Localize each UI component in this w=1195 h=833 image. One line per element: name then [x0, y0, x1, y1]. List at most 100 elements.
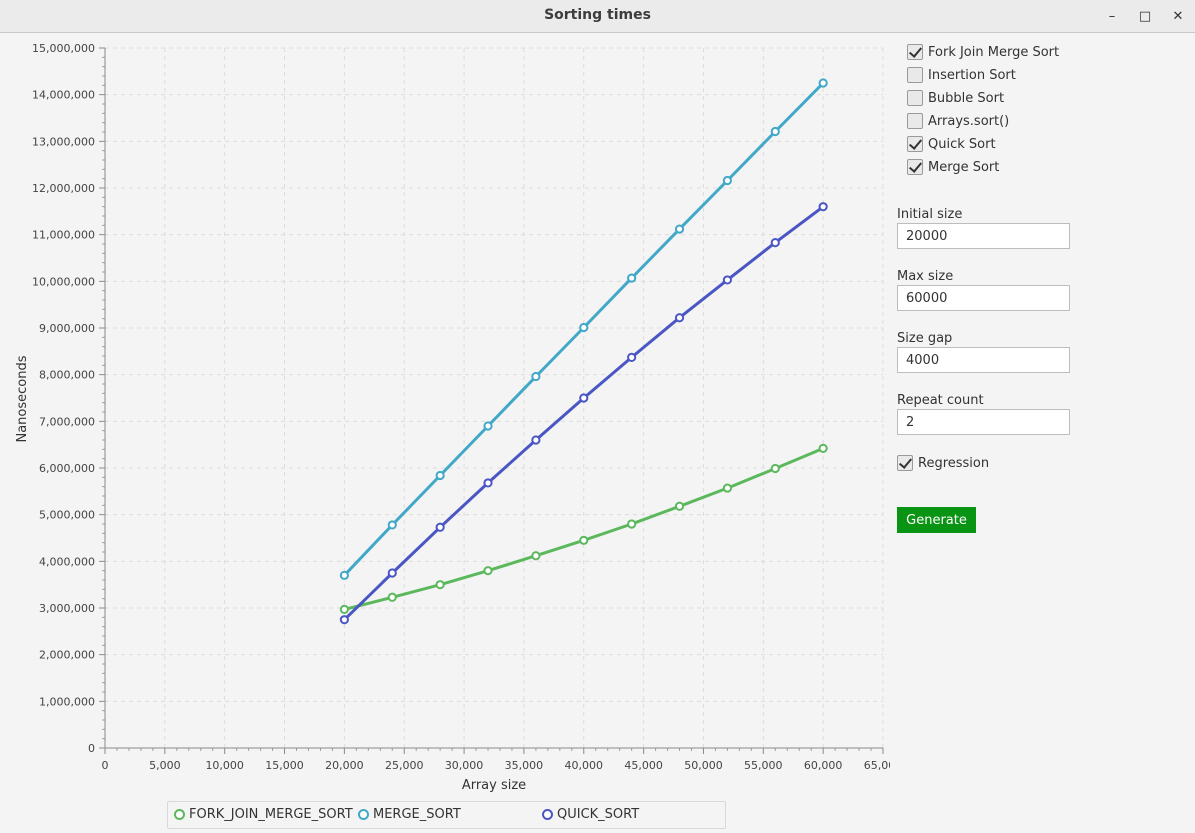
- checkbox-label: Merge Sort: [928, 159, 1000, 175]
- line-chart: 0 5,000 10,000 15,000 20,000 25,000 30,000 35,0…: [15, 42, 890, 793]
- data-point: [339, 604, 349, 615]
- x-tick-label: 30,000: [445, 759, 484, 772]
- checkbox-fork-join-merge-sort[interactable]: Fork Join Merge Sort: [907, 44, 1059, 60]
- y-tick-label: 4,000,000: [39, 555, 95, 568]
- data-point: [818, 202, 828, 212]
- y-tick-label: 14,000,000: [32, 89, 95, 102]
- y-tick-label: 15,000,000: [32, 42, 95, 55]
- legend-item-merge-sort: MERGE_SORT: [358, 807, 461, 822]
- data-point: [770, 126, 780, 137]
- close-button[interactable]: ✕: [1172, 8, 1184, 24]
- data-point: [770, 463, 780, 474]
- chart-series: [339, 78, 828, 625]
- data-point: [483, 421, 493, 431]
- size-gap-input[interactable]: [897, 347, 1070, 373]
- data-point: [674, 313, 685, 323]
- maximize-button[interactable]: □: [1138, 8, 1152, 24]
- data-point: [435, 522, 445, 532]
- data-point: [531, 551, 541, 561]
- minimize-button[interactable]: –: [1108, 8, 1116, 24]
- y-tick-label: 3,000,000: [39, 602, 95, 615]
- generate-button[interactable]: Generate: [897, 507, 976, 533]
- initial-size-label: Initial size: [897, 207, 963, 222]
- data-point: [579, 393, 589, 403]
- y-axis-title: Nanoseconds: [15, 355, 30, 442]
- chart-grid: [105, 47, 884, 748]
- data-point: [435, 470, 445, 481]
- checkbox-label: Quick Sort: [928, 136, 996, 152]
- x-tick-label: 50,000: [684, 759, 723, 772]
- window-title: Sorting times: [544, 7, 651, 23]
- data-point: [722, 275, 733, 285]
- legend-marker: [542, 809, 553, 820]
- y-tick-label: 8,000,000: [39, 369, 95, 382]
- initial-size-input[interactable]: [897, 223, 1070, 249]
- x-tick-label: 15,000: [265, 759, 304, 772]
- checkbox-regression[interactable]: Regression: [897, 455, 989, 471]
- chart-legend: FORK_JOIN_MERGE_SORT MERGE_SORT QUICK_SO…: [167, 801, 726, 829]
- data-point: [627, 352, 637, 362]
- checkbox-label: Arrays.sort(): [928, 113, 1010, 129]
- checkbox-label: Insertion Sort: [928, 67, 1016, 83]
- data-point: [387, 568, 397, 578]
- data-point: [435, 580, 445, 590]
- x-tick-label: 25,000: [385, 759, 424, 772]
- x-tick-label: 55,000: [744, 759, 783, 772]
- checkbox-box[interactable]: [897, 455, 913, 471]
- legend-item-fork-join-merge-sort: FORK_JOIN_MERGE_SORT: [174, 807, 353, 822]
- x-tick-label: 5,000: [149, 759, 181, 772]
- data-point: [818, 78, 828, 88]
- x-tick-label: 60,000: [804, 759, 843, 772]
- checkbox-box[interactable]: [907, 113, 923, 129]
- checkbox-box[interactable]: [907, 67, 923, 83]
- checkbox-insertion-sort[interactable]: Insertion Sort: [907, 67, 1016, 83]
- y-tick-label: 7,000,000: [39, 415, 95, 428]
- y-tick-label: 2,000,000: [39, 649, 95, 662]
- y-tick-label: 13,000,000: [32, 135, 95, 148]
- data-point: [674, 501, 685, 511]
- data-point: [674, 224, 685, 234]
- data-point: [483, 478, 493, 488]
- chart-axes: 0 5,000 10,000 15,000 20,000 25,000 30,000 35,0…: [32, 42, 890, 772]
- series-line-quick-sort: [343, 205, 825, 621]
- x-tick-label: 40,000: [565, 759, 604, 772]
- checkbox-quick-sort[interactable]: Quick Sort: [907, 136, 996, 152]
- data-point: [531, 371, 541, 382]
- x-tick-label: 65,000: [864, 759, 890, 772]
- data-point: [627, 519, 637, 529]
- checkbox-box[interactable]: [907, 136, 923, 152]
- y-tick-label: 11,000,000: [32, 229, 95, 242]
- max-size-input[interactable]: [897, 285, 1070, 311]
- data-point: [531, 435, 541, 445]
- repeat-count-input[interactable]: [897, 409, 1070, 435]
- legend-label: MERGE_SORT: [373, 807, 461, 822]
- data-point: [579, 535, 589, 545]
- title-bar: Sorting times – □ ✕: [0, 0, 1195, 33]
- x-tick-label: 35,000: [505, 759, 544, 772]
- checkbox-box[interactable]: [907, 44, 923, 60]
- checkbox-box[interactable]: [907, 159, 923, 175]
- legend-item-quick-sort: QUICK_SORT: [542, 807, 639, 822]
- checkbox-box[interactable]: [907, 90, 923, 106]
- legend-label: FORK_JOIN_MERGE_SORT: [189, 807, 353, 822]
- x-tick-label: 45,000: [624, 759, 663, 772]
- y-tick-label: 9,000,000: [39, 322, 95, 335]
- data-point: [483, 566, 493, 576]
- data-point: [722, 483, 733, 493]
- data-point: [770, 238, 780, 248]
- size-gap-label: Size gap: [897, 331, 953, 346]
- data-point: [722, 175, 733, 186]
- y-tick-label: 6,000,000: [39, 462, 95, 475]
- data-point: [387, 520, 397, 530]
- checkbox-merge-sort[interactable]: Merge Sort: [907, 159, 999, 175]
- y-tick-label: 1,000,000: [39, 695, 95, 708]
- checkbox-label: Bubble Sort: [928, 90, 1005, 106]
- data-point: [579, 322, 589, 333]
- checkbox-bubble-sort[interactable]: Bubble Sort: [907, 90, 1004, 106]
- y-tick-label: 12,000,000: [32, 182, 95, 195]
- max-size-label: Max size: [897, 269, 954, 284]
- checkbox-label: Fork Join Merge Sort: [928, 44, 1060, 60]
- data-point: [339, 615, 349, 625]
- y-tick-label: 0: [88, 742, 95, 755]
- checkbox-arrays-sort[interactable]: Arrays.sort(): [907, 113, 1009, 129]
